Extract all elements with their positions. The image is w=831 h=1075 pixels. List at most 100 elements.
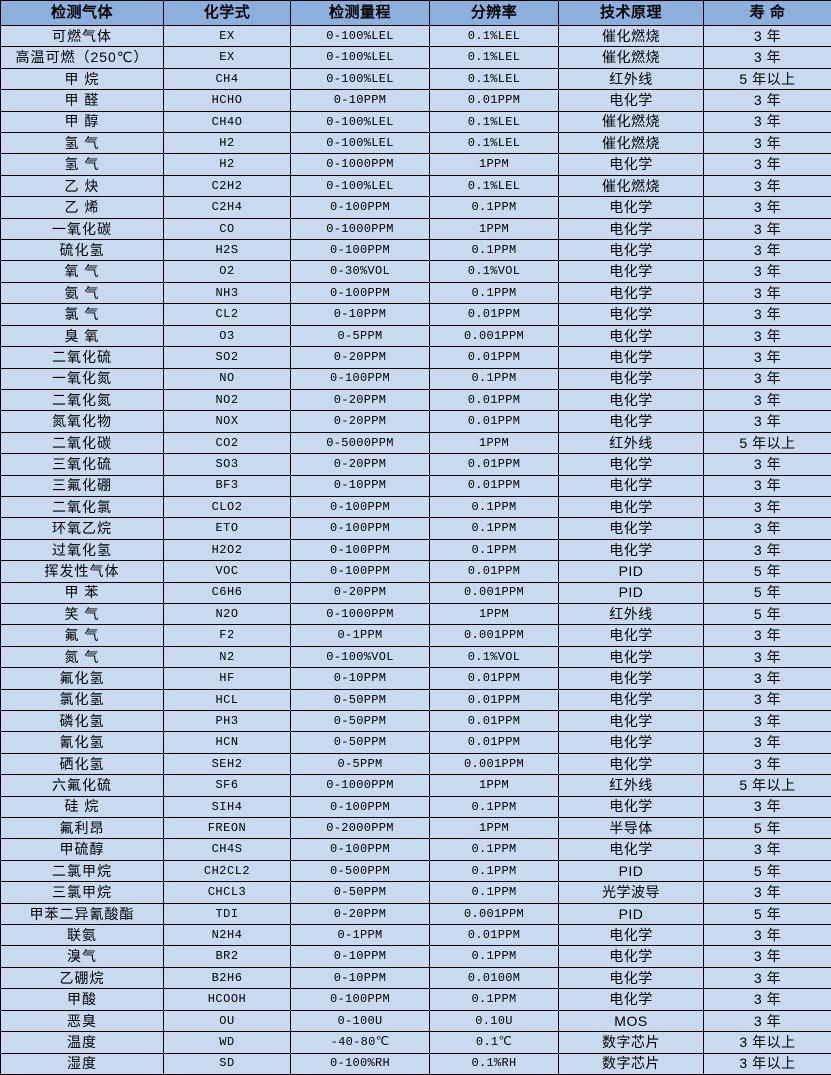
cell-life: 3 年	[703, 538, 831, 562]
cell-resolution: 1PPM	[429, 817, 559, 840]
cell-resolution: 0.01PPM	[429, 410, 559, 433]
cell-life: 5 年	[703, 560, 831, 583]
cell-gas: 三氯甲烷	[0, 881, 164, 904]
cell-life: 3 年	[703, 346, 831, 369]
cell-gas: 二氧化氯	[0, 495, 164, 519]
table-row: 乙 烯 C2H4 0-100PPM 0.1PPM 电化学 3 年	[0, 196, 831, 219]
table-row: 氧 气 O2 0-30%VOL 0.1%VOL 电化学 3 年	[0, 260, 831, 283]
cell-gas: 臭 氧	[0, 324, 164, 348]
table-row: 恶臭 OU 0-100U 0.10U MOS 3 年	[0, 1009, 831, 1033]
cell-life: 3 年	[703, 881, 831, 904]
cell-life: 3 年	[703, 624, 831, 647]
cell-formula: WD	[163, 1031, 291, 1054]
table-row: 氟 气 F2 0-1PPM 0.001PPM 电化学 3 年	[0, 624, 831, 647]
cell-life: 3 年	[703, 667, 831, 690]
table-row: 氯 气 CL2 0-10PPM 0.01PPM 电化学 3 年	[0, 303, 831, 326]
cell-range: 0-50PPM	[290, 731, 430, 754]
cell-gas: 高温可燃（250℃）	[0, 46, 164, 69]
table-row: 二氧化碳 CO2 0-5000PPM 1PPM 红外线 5 年以上	[0, 431, 831, 455]
column-header-range: 检测量程	[290, 0, 430, 26]
cell-gas: 氢 气	[0, 153, 164, 176]
cell-gas: 氮 气	[0, 645, 164, 669]
cell-principle: PID	[558, 560, 704, 583]
cell-principle: 红外线	[558, 431, 704, 455]
cell-range: 0-20PPM	[290, 453, 430, 476]
cell-formula: N2H4	[163, 924, 291, 947]
cell-gas: 硒化氢	[0, 752, 164, 776]
cell-gas: 一氧化碳	[0, 217, 164, 241]
column-header-resolution: 分辨率	[429, 0, 559, 26]
cell-formula: NOX	[163, 410, 291, 433]
cell-gas: 三氧化硫	[0, 453, 164, 476]
cell-life: 3 年以上	[703, 1052, 831, 1075]
column-header-principle: 技术原理	[558, 0, 704, 26]
cell-life: 5 年以上	[703, 67, 831, 91]
cell-resolution: 0.01PPM	[429, 688, 559, 712]
cell-resolution: 0.01PPM	[429, 474, 559, 497]
cell-range: 0-10PPM	[290, 89, 430, 112]
cell-range: 0-100PPM	[290, 538, 430, 562]
cell-range: 0-20PPM	[290, 388, 430, 412]
cell-formula: SEH2	[163, 752, 291, 776]
cell-resolution: 0.1PPM	[429, 945, 559, 968]
cell-gas: 二氧化碳	[0, 431, 164, 455]
cell-resolution: 0.01PPM	[429, 89, 559, 112]
table-row: 氢 气 H2 0-1000PPM 1PPM 电化学 3 年	[0, 153, 831, 176]
cell-resolution: 0.001PPM	[429, 581, 559, 604]
cell-principle: 红外线	[558, 67, 704, 91]
cell-life: 3 年	[703, 281, 831, 305]
cell-life: 3 年	[703, 110, 831, 134]
cell-range: 0-100PPM	[290, 281, 430, 305]
cell-principle: 电化学	[558, 89, 704, 112]
cell-resolution: 0.1PPM	[429, 538, 559, 562]
cell-formula: HCOOH	[163, 988, 291, 1011]
cell-formula: ETO	[163, 517, 291, 540]
cell-principle: 电化学	[558, 260, 704, 283]
cell-gas: 硫化氢	[0, 239, 164, 262]
cell-range: 0-5PPM	[290, 752, 430, 776]
cell-resolution: 0.1PPM	[429, 838, 559, 861]
cell-range: 0-100PPM	[290, 988, 430, 1011]
cell-resolution: 0.01PPM	[429, 560, 559, 583]
table-row: 甲苯二异氰酸酯 TDI 0-20PPM 0.001PPM PID 5 年	[0, 902, 831, 926]
cell-range: 0-100PPM	[290, 367, 430, 390]
cell-range: 0-100%LEL	[290, 174, 430, 198]
cell-gas: 温度	[0, 1031, 164, 1054]
cell-life: 3 年	[703, 153, 831, 176]
cell-range: 0-10PPM	[290, 667, 430, 690]
cell-formula: EX	[163, 46, 291, 69]
table-body: 可燃气体 EX 0-100%LEL 0.1%LEL 催化燃烧 3 年高温可燃（250℃） E…	[0, 24, 831, 1075]
table-row: 环氧乙烷 ETO 0-100PPM 0.1PPM 电化学 3 年	[0, 517, 831, 540]
cell-life: 3 年	[703, 688, 831, 712]
cell-range: 0-100%LEL	[290, 110, 430, 134]
cell-formula: C2H2	[163, 174, 291, 198]
cell-principle: 催化燃烧	[558, 24, 704, 48]
cell-formula: SD	[163, 1052, 291, 1075]
cell-principle: 电化学	[558, 731, 704, 754]
table-row: 氰化氢 HCN 0-50PPM 0.01PPM 电化学 3 年	[0, 731, 831, 754]
cell-range: 0-100PPM	[290, 795, 430, 819]
cell-range: 0-100PPM	[290, 838, 430, 861]
column-header-gas: 检测气体	[0, 0, 164, 26]
cell-life: 5 年	[703, 581, 831, 604]
cell-resolution: 0.01PPM	[429, 388, 559, 412]
cell-principle: 电化学	[558, 709, 704, 733]
cell-resolution: 0.001PPM	[429, 902, 559, 926]
cell-gas: 二氧化硫	[0, 346, 164, 369]
cell-resolution: 0.001PPM	[429, 624, 559, 647]
cell-gas: 溴气	[0, 945, 164, 968]
cell-range: 0-100%LEL	[290, 67, 430, 91]
cell-resolution: 0.1PPM	[429, 859, 559, 883]
cell-principle: 催化燃烧	[558, 132, 704, 155]
cell-resolution: 0.10U	[429, 1009, 559, 1033]
cell-principle: 电化学	[558, 645, 704, 669]
cell-gas: 联氨	[0, 924, 164, 947]
cell-gas: 氟 气	[0, 624, 164, 647]
cell-resolution: 0.01PPM	[429, 709, 559, 733]
cell-resolution: 1PPM	[429, 153, 559, 176]
cell-gas: 一氧化氮	[0, 367, 164, 390]
cell-range: 0-20PPM	[290, 346, 430, 369]
cell-life: 3 年	[703, 838, 831, 861]
cell-gas: 氟利昂	[0, 817, 164, 840]
